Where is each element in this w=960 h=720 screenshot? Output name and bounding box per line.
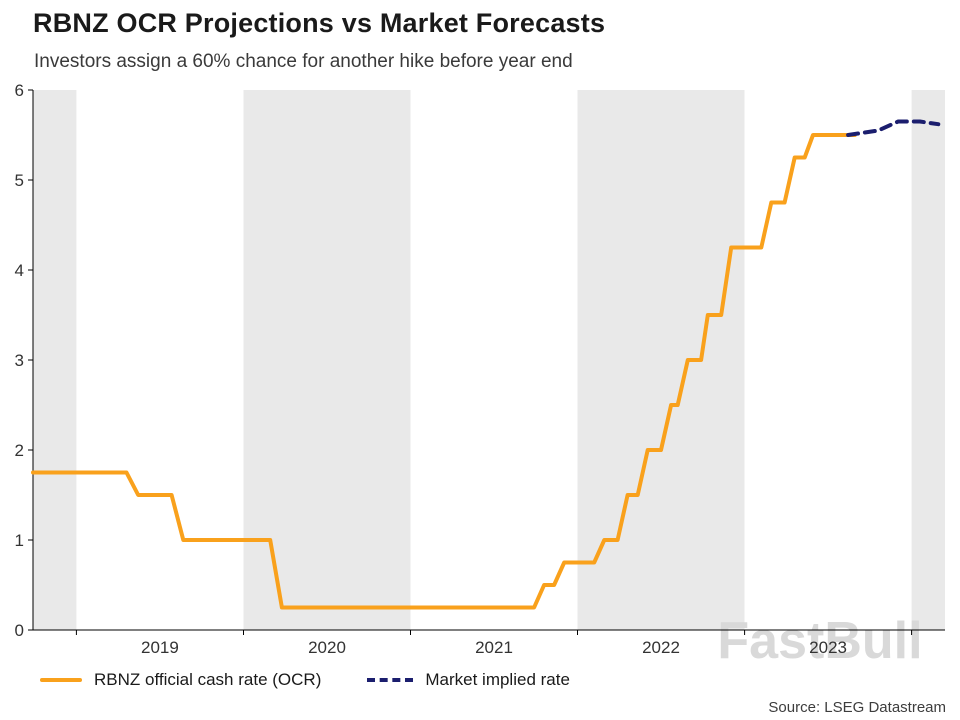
y-axis-tick-label: 0: [15, 621, 24, 640]
year-shading-band: [243, 90, 411, 630]
legend-label-market: Market implied rate: [425, 670, 570, 689]
x-axis-tick-label: 2022: [642, 638, 680, 657]
legend: RBNZ official cash rate (OCR) Market imp…: [40, 670, 570, 690]
y-axis-tick-label: 1: [15, 531, 24, 550]
x-axis-tick-label: 2020: [308, 638, 346, 657]
source-attribution: Source: LSEG Datastream: [768, 699, 946, 716]
y-axis-tick-label: 3: [15, 351, 24, 370]
ocr-series-line: [31, 133, 857, 610]
year-shading-band: [911, 90, 945, 630]
year-shading-band: [33, 90, 77, 630]
legend-swatch-market: [367, 678, 414, 682]
chart-title: RBNZ OCR Projections vs Market Forecasts: [33, 8, 606, 38]
y-axis-tick-label: 4: [15, 261, 24, 280]
y-axis-tick-label: 6: [15, 81, 24, 100]
watermark: FastBull: [717, 612, 922, 670]
x-axis-tick-label: 2021: [475, 638, 513, 657]
x-axis-tick-label: 2019: [141, 638, 179, 657]
legend-item-market: Market implied rate: [367, 670, 570, 690]
y-axis-tick-label: 5: [15, 171, 24, 190]
market-implied-series-line: [846, 119, 941, 137]
year-shading-band: [577, 90, 745, 630]
x-axis-tick-label: 2023: [809, 638, 847, 657]
legend-swatch-ocr: [40, 678, 82, 682]
y-axis-tick-label: 2: [15, 441, 24, 460]
chart-subtitle: Investors assign a 60% chance for anothe…: [34, 51, 573, 72]
legend-label-ocr: RBNZ official cash rate (OCR): [94, 670, 322, 689]
legend-item-ocr: RBNZ official cash rate (OCR): [40, 670, 321, 690]
